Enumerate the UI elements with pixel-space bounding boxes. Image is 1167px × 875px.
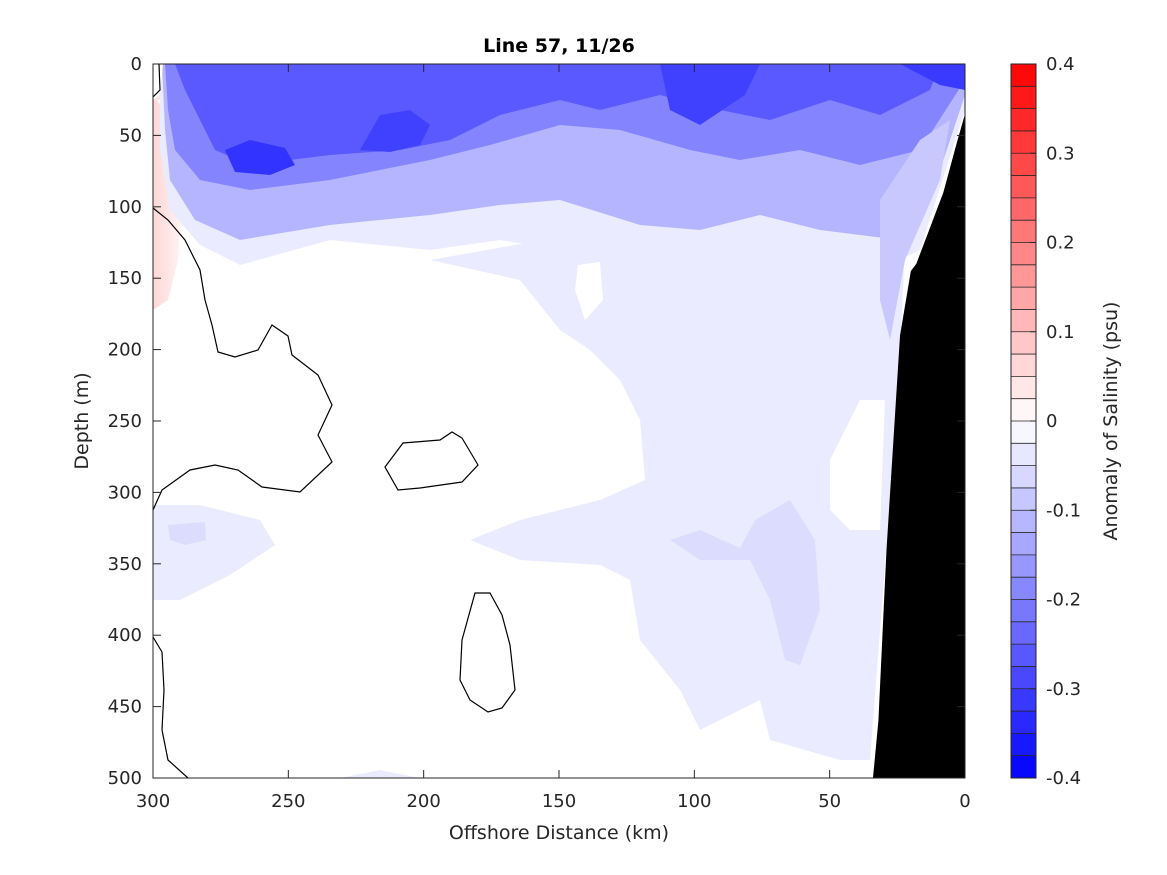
colorbar-tick-label: 0.4 [1046, 54, 1075, 75]
colorbar-segment [1011, 755, 1036, 779]
y-tick-label: 300 [108, 482, 142, 503]
y-tick-label: 100 [108, 197, 142, 218]
zero-contour-edge-top [153, 64, 161, 98]
zero-contour-bottom [153, 636, 189, 778]
colorbar-segment [1011, 644, 1036, 667]
weak-negative-patch-2 [168, 522, 206, 545]
x-tick-label: 200 [406, 791, 440, 812]
colorbar-label: Anomaly of Salinity (psu) [1100, 302, 1122, 541]
chart-title: Line 57, 11/26 [483, 35, 635, 57]
x-tick-label: 100 [677, 791, 711, 812]
colorbar-segment [1011, 309, 1036, 333]
colorbar-segment [1011, 153, 1036, 176]
colorbar-segment [1011, 666, 1036, 690]
nearshore-lavender [880, 120, 950, 340]
colorbar-tick-label: -0.1 [1046, 500, 1081, 521]
colorbar-segment [1011, 421, 1036, 444]
colorbar-segment [1011, 175, 1036, 199]
surface-core-4 [900, 64, 965, 90]
weak-negative-bottom [340, 770, 420, 778]
colorbar-tick-label: 0.1 [1046, 322, 1075, 343]
colorbar-segment [1011, 242, 1036, 266]
colorbar-segment [1011, 354, 1036, 377]
colorbar-tick-label: -0.2 [1046, 590, 1081, 611]
colorbar-segment [1011, 711, 1036, 734]
colorbar-segment [1011, 510, 1036, 533]
colorbar-tick-label: -0.3 [1046, 679, 1081, 700]
surface-core-min [225, 140, 295, 175]
x-tick-label: 50 [818, 791, 841, 812]
y-axis: 0 50 100 150 200 250 300 350 400 450 500 [108, 54, 965, 789]
colorbar-segment [1011, 130, 1036, 154]
plot-area [153, 64, 965, 778]
zero-contour-main [153, 207, 333, 511]
zero-contour-island-2 [459, 592, 516, 713]
x-axis-label: Offshore Distance (km) [449, 822, 669, 844]
white-patch-nearshore [830, 400, 885, 530]
y-tick-label: 250 [108, 411, 142, 432]
x-tick-label: 250 [271, 791, 305, 812]
colorbar: 0.4 0.3 0.2 0.1 0 -0.1 -0.2 -0.3 -0.4 [1010, 54, 1081, 789]
x-tick-label: 150 [542, 791, 576, 812]
y-tick-label: 50 [119, 125, 142, 146]
x-axis: 300 250 200 150 100 50 0 [136, 64, 971, 812]
colorbar-segment [1011, 599, 1036, 623]
colorbar-segment [1011, 64, 1036, 87]
y-tick-label: 500 [108, 768, 142, 789]
colorbar-segment [1011, 220, 1036, 243]
colorbar-tick-label: -0.4 [1046, 768, 1081, 789]
surface-core-2 [360, 110, 430, 152]
y-tick-label: 400 [108, 625, 142, 646]
colorbar-segment [1011, 398, 1036, 422]
weak-negative-patch-1 [670, 500, 820, 665]
colorbar-segment [1011, 733, 1036, 756]
colorbar-segment [1011, 376, 1036, 399]
y-tick-label: 200 [108, 340, 142, 361]
colorbar-segment [1011, 688, 1036, 712]
x-tick-label: 300 [136, 791, 170, 812]
colorbar-segment [1011, 487, 1036, 511]
colorbar-segment [1011, 554, 1036, 578]
y-tick-label: 150 [108, 268, 142, 289]
colorbar-segment [1011, 465, 1036, 489]
seafloor-mask [872, 113, 965, 778]
colorbar-segment [1011, 443, 1036, 466]
y-axis-label: Depth (m) [71, 372, 93, 469]
colorbar-segment [1011, 621, 1036, 645]
zero-contours [153, 64, 516, 778]
y-tick-label: 450 [108, 697, 142, 718]
colorbar-segment [1011, 532, 1036, 556]
x-tick-label: 0 [959, 791, 970, 812]
surface-core-3 [660, 64, 760, 125]
y-tick-label: 350 [108, 554, 142, 575]
colorbar-tick-label: 0.3 [1046, 143, 1075, 164]
colorbar-segment [1011, 287, 1036, 310]
colorbar-segment [1011, 331, 1036, 355]
surface-white-edge [153, 64, 163, 100]
colorbar-segment [1011, 86, 1036, 109]
y-tick-label: 0 [131, 54, 142, 75]
zero-contour-island-1 [384, 431, 479, 491]
colorbar-segment [1011, 108, 1036, 132]
colorbar-segment [1011, 197, 1036, 221]
mid-white-bump [575, 262, 603, 320]
colorbar-segment [1011, 577, 1036, 600]
colorbar-tick-label: 0 [1046, 411, 1057, 432]
colorbar-tick-label: 0.2 [1046, 233, 1075, 254]
colorbar-segment [1011, 264, 1036, 288]
